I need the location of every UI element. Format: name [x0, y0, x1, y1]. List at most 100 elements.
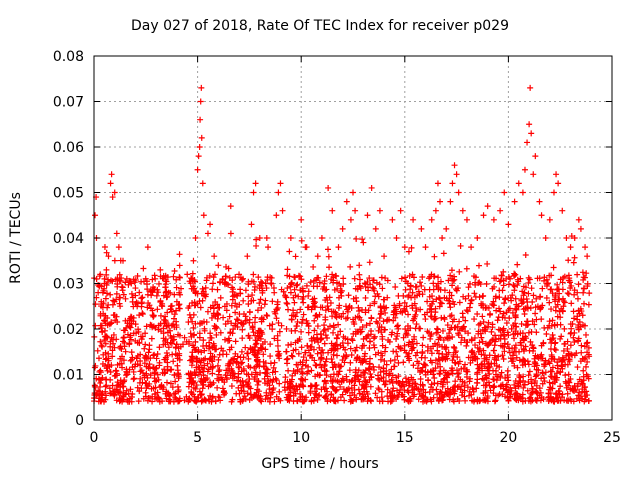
data-point [501, 314, 508, 321]
data-point [498, 272, 505, 279]
data-point [367, 331, 374, 338]
data-point [490, 383, 497, 390]
data-point [206, 339, 213, 346]
data-point [311, 277, 318, 284]
data-point [122, 295, 129, 302]
data-point [148, 335, 155, 342]
data-point [308, 306, 315, 313]
data-point [344, 336, 351, 343]
data-point [513, 390, 520, 397]
data-point [543, 294, 550, 301]
data-point [441, 294, 448, 301]
data-point [317, 361, 324, 368]
data-point [157, 320, 164, 327]
data-point [149, 398, 156, 405]
data-point [249, 292, 256, 299]
data-point [254, 361, 261, 368]
data-point [356, 271, 363, 278]
data-point [220, 389, 227, 396]
data-point [284, 285, 291, 292]
data-point [559, 354, 566, 361]
data-point [267, 360, 274, 367]
data-point [530, 171, 537, 178]
data-point [269, 386, 276, 393]
data-point [111, 189, 118, 196]
data-point [455, 360, 462, 367]
data-point [322, 358, 329, 365]
data-point [426, 293, 433, 300]
data-point [264, 373, 271, 380]
data-point [376, 364, 383, 371]
data-point [208, 398, 215, 405]
data-point [236, 390, 243, 397]
data-point [379, 398, 386, 405]
data-point [340, 333, 347, 340]
data-point [525, 372, 532, 379]
data-point [150, 364, 157, 371]
data-point [549, 364, 556, 371]
data-point [96, 383, 103, 390]
data-point [97, 369, 104, 376]
data-point [512, 385, 519, 392]
data-point [550, 264, 557, 271]
data-point [259, 345, 266, 352]
data-point [318, 330, 325, 337]
data-point [356, 283, 363, 290]
data-point [383, 367, 390, 374]
data-point [550, 356, 557, 363]
data-point [237, 398, 244, 405]
data-point [150, 284, 157, 291]
data-point [427, 345, 434, 352]
data-point [442, 389, 449, 396]
data-point [580, 367, 587, 374]
data-point [480, 212, 487, 219]
data-point [388, 392, 395, 399]
data-point [441, 316, 448, 323]
data-point [283, 348, 290, 355]
data-point [190, 283, 197, 290]
data-point [132, 292, 139, 299]
data-point [549, 317, 556, 324]
x-tick-label: 25 [603, 430, 621, 446]
data-point [232, 274, 239, 281]
data-point [283, 299, 290, 306]
data-point [100, 300, 107, 307]
data-point [407, 325, 414, 332]
data-point [361, 370, 368, 377]
data-point [146, 342, 153, 349]
data-point [386, 378, 393, 385]
y-tick-label: 0.06 [53, 140, 84, 156]
data-point [326, 264, 333, 271]
data-point [190, 324, 197, 331]
data-point [543, 331, 550, 338]
data-point [528, 380, 535, 387]
data-point [543, 283, 550, 290]
data-point [537, 389, 544, 396]
data-point [530, 292, 537, 299]
data-point [245, 355, 252, 362]
data-point [194, 394, 201, 401]
data-point [153, 355, 160, 362]
data-point [353, 394, 360, 401]
data-point [278, 322, 285, 329]
data-point [576, 376, 583, 383]
data-point [447, 198, 454, 205]
data-point [282, 293, 289, 300]
data-point [528, 390, 535, 397]
data-point [327, 396, 334, 403]
data-point [222, 372, 229, 379]
data-point [201, 347, 208, 354]
data-point [298, 216, 305, 223]
data-point [570, 308, 577, 315]
data-point [145, 349, 152, 356]
data-point [451, 273, 458, 280]
data-point [264, 366, 271, 373]
data-point [509, 309, 516, 316]
data-point [138, 336, 145, 343]
data-point [216, 367, 223, 374]
data-point [552, 347, 559, 354]
data-point [552, 391, 559, 398]
data-point [172, 394, 179, 401]
data-point [385, 372, 392, 379]
data-point [163, 288, 170, 295]
